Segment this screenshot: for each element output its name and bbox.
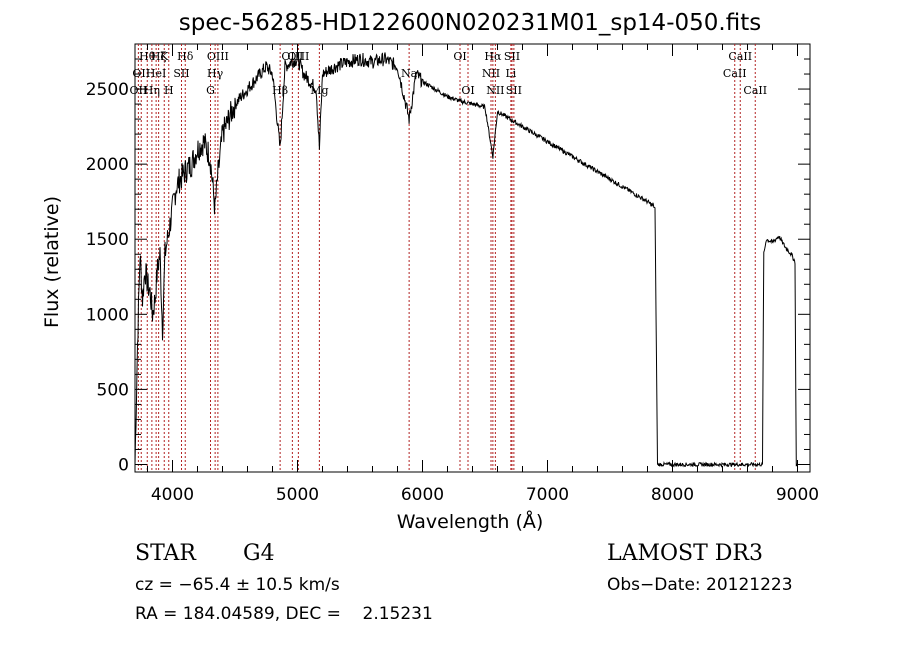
line-marker-label: CaII	[723, 67, 747, 80]
line-marker-label: NII	[486, 84, 504, 97]
line-marker-label: HeI	[146, 67, 166, 80]
x-tick-label: 4000	[151, 485, 194, 505]
y-tick-label: 1500	[86, 230, 129, 250]
x-axis-ticks: 4000 5000 6000 7000 8000 9000	[147, 44, 819, 505]
y-tick-label: 1000	[86, 305, 129, 325]
line-marker-label: OI	[461, 84, 474, 97]
line-marker-label: Hθ	[139, 50, 156, 63]
line-marker-label: OIII	[207, 50, 229, 63]
line-marker-label: SII	[506, 84, 522, 97]
x-tick-label: 8000	[651, 485, 694, 505]
line-marker-label: CaII	[743, 84, 767, 97]
line-marker-label: Mg	[310, 84, 328, 97]
obs-date-text: Obs−Date: 20121223	[607, 575, 793, 595]
coordinates-text: RA = 184.04589, DEC = 2.15231	[135, 604, 433, 624]
spectral-line-markers	[137, 44, 756, 472]
line-marker-label: Hζ	[151, 50, 167, 63]
class-label: STAR	[135, 541, 197, 566]
survey-label: LAMOST DR3	[607, 541, 763, 566]
y-axis-ticks: 0 500 1000 1500 2000 2500	[86, 58, 810, 475]
y-tick-label: 0	[118, 455, 129, 475]
y-axis-label: Flux (relative)	[41, 196, 63, 328]
spectrum-line-flux	[134, 52, 798, 468]
x-tick-label: 9000	[776, 485, 819, 505]
line-marker-label: Hα	[484, 50, 502, 63]
line-marker-label: Hη	[144, 84, 160, 97]
y-tick-label: 2500	[86, 80, 129, 100]
spectral-line-labels: OIIOIIHθHηHeIHζKHSIIHδGHγOIIIHβOIIIOIIIM…	[130, 50, 768, 97]
line-marker-label: OII	[132, 67, 150, 80]
y-tick-label: 500	[97, 380, 129, 400]
x-tick-label: 5000	[276, 485, 319, 505]
line-marker-label: CaII	[728, 50, 752, 63]
line-marker-label: OII	[130, 84, 148, 97]
x-axis-label: Wavelength (Å)	[397, 510, 544, 533]
subclass-label: G4	[243, 541, 275, 566]
chart-title: spec-56285-HD122600N020231M01_sp14-050.f…	[179, 10, 761, 36]
line-marker-label: SII	[504, 50, 520, 63]
line-marker-label: K	[160, 50, 169, 63]
y-tick-label: 2000	[86, 155, 129, 175]
x-tick-label: 6000	[401, 485, 444, 505]
line-marker-label: Hγ	[207, 67, 224, 80]
line-marker-label: Li	[505, 67, 516, 80]
line-marker-label: H	[164, 84, 174, 97]
line-marker-label: SII	[173, 67, 189, 80]
line-marker-label: G	[206, 84, 215, 97]
redshift-text: cz = −65.4 ± 10.5 km/s	[135, 575, 340, 595]
line-marker-label: Hδ	[177, 50, 194, 63]
line-marker-label: Na	[401, 67, 418, 80]
line-marker-label: OI	[453, 50, 466, 63]
spectrum-series	[134, 52, 798, 468]
line-marker-label: NII	[482, 67, 500, 80]
x-tick-label: 7000	[526, 485, 569, 505]
